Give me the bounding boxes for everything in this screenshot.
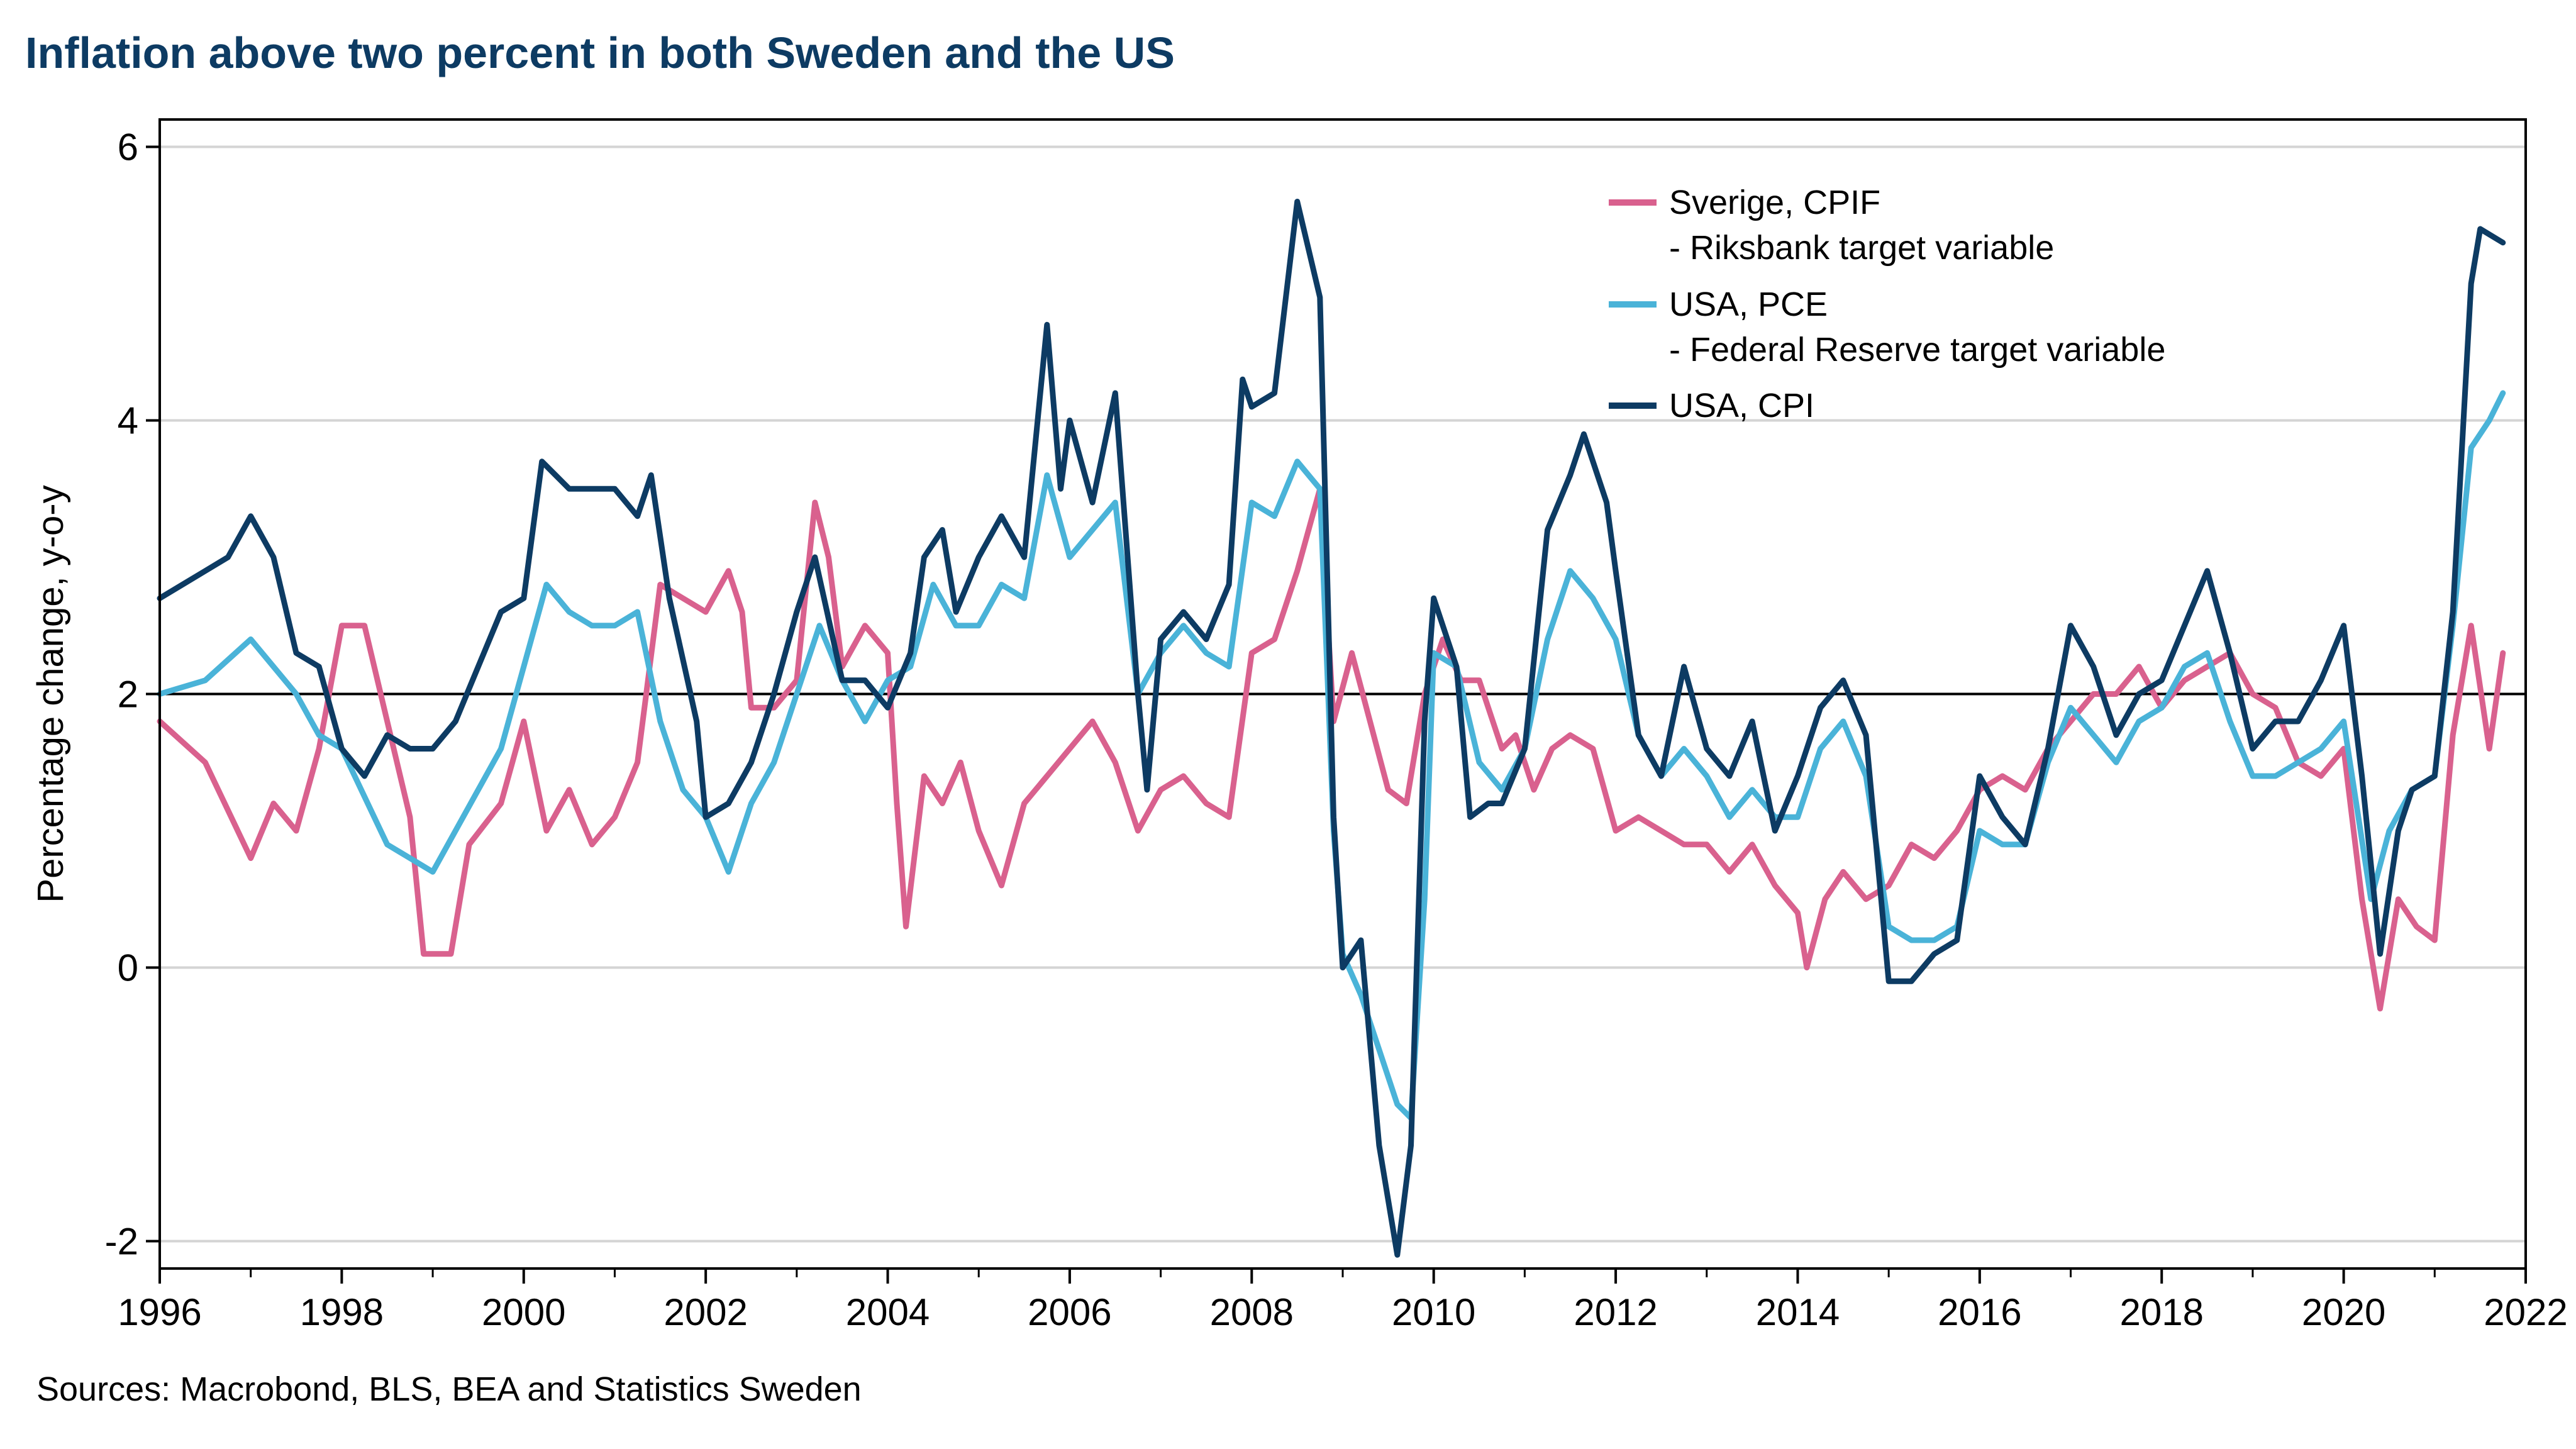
- series-lines: [157, 199, 2506, 1258]
- y-tick-label: 4: [118, 400, 138, 442]
- x-tick-label: 1996: [118, 1291, 201, 1333]
- x-tick-label: 2012: [1574, 1291, 1657, 1333]
- x-tick-label: 2006: [1028, 1291, 1111, 1333]
- x-tick-label: 2018: [2119, 1291, 2203, 1333]
- series-line-3: [157, 199, 2506, 1258]
- x-tick-label: 1998: [300, 1291, 384, 1333]
- y-tick-label: 6: [118, 126, 138, 169]
- x-tick-label: 2004: [846, 1291, 930, 1333]
- legend-label-3: USA, CPI: [1669, 387, 1814, 425]
- x-tick-label: 2008: [1210, 1291, 1294, 1333]
- legend-sublabel-1: - Riksbank target variable: [1669, 229, 2054, 267]
- x-tick-label: 2020: [2302, 1291, 2385, 1333]
- source-note: Sources: Macrobond, BLS, BEA and Statist…: [36, 1370, 862, 1408]
- series-line-1: [157, 486, 2506, 1012]
- x-tick-label: 2016: [1938, 1291, 2021, 1333]
- x-tick-label: 2014: [1756, 1291, 1840, 1333]
- legend-label-2: USA, PCE: [1669, 286, 1828, 323]
- y-tick-label: 0: [118, 947, 138, 989]
- y-tick-label: -2: [105, 1221, 138, 1263]
- x-tick-label: 2002: [663, 1291, 747, 1333]
- legend: Sverige, CPIF - Riksbank target variable U…: [1609, 184, 2165, 425]
- chart-title: Inflation above two percent in both Swed…: [25, 28, 1175, 77]
- series-line-2: [157, 390, 2506, 1121]
- x-tick-label: 2010: [1392, 1291, 1475, 1333]
- y-axis: -2 0 2 4 6: [105, 126, 160, 1263]
- x-tick-label: 2022: [2484, 1291, 2567, 1333]
- x-axis: 1996 1998 2000 2002 2004 2006 2008 2010 2012 2014…: [118, 1269, 2568, 1333]
- legend-label-1: Sverige, CPIF: [1669, 184, 1880, 221]
- legend-sublabel-2: - Federal Reserve target variable: [1669, 331, 2165, 369]
- y-axis-title: Percentage change, y-o-y: [30, 485, 71, 902]
- x-tick-label: 2000: [482, 1291, 565, 1333]
- y-tick-label: 2: [118, 674, 138, 716]
